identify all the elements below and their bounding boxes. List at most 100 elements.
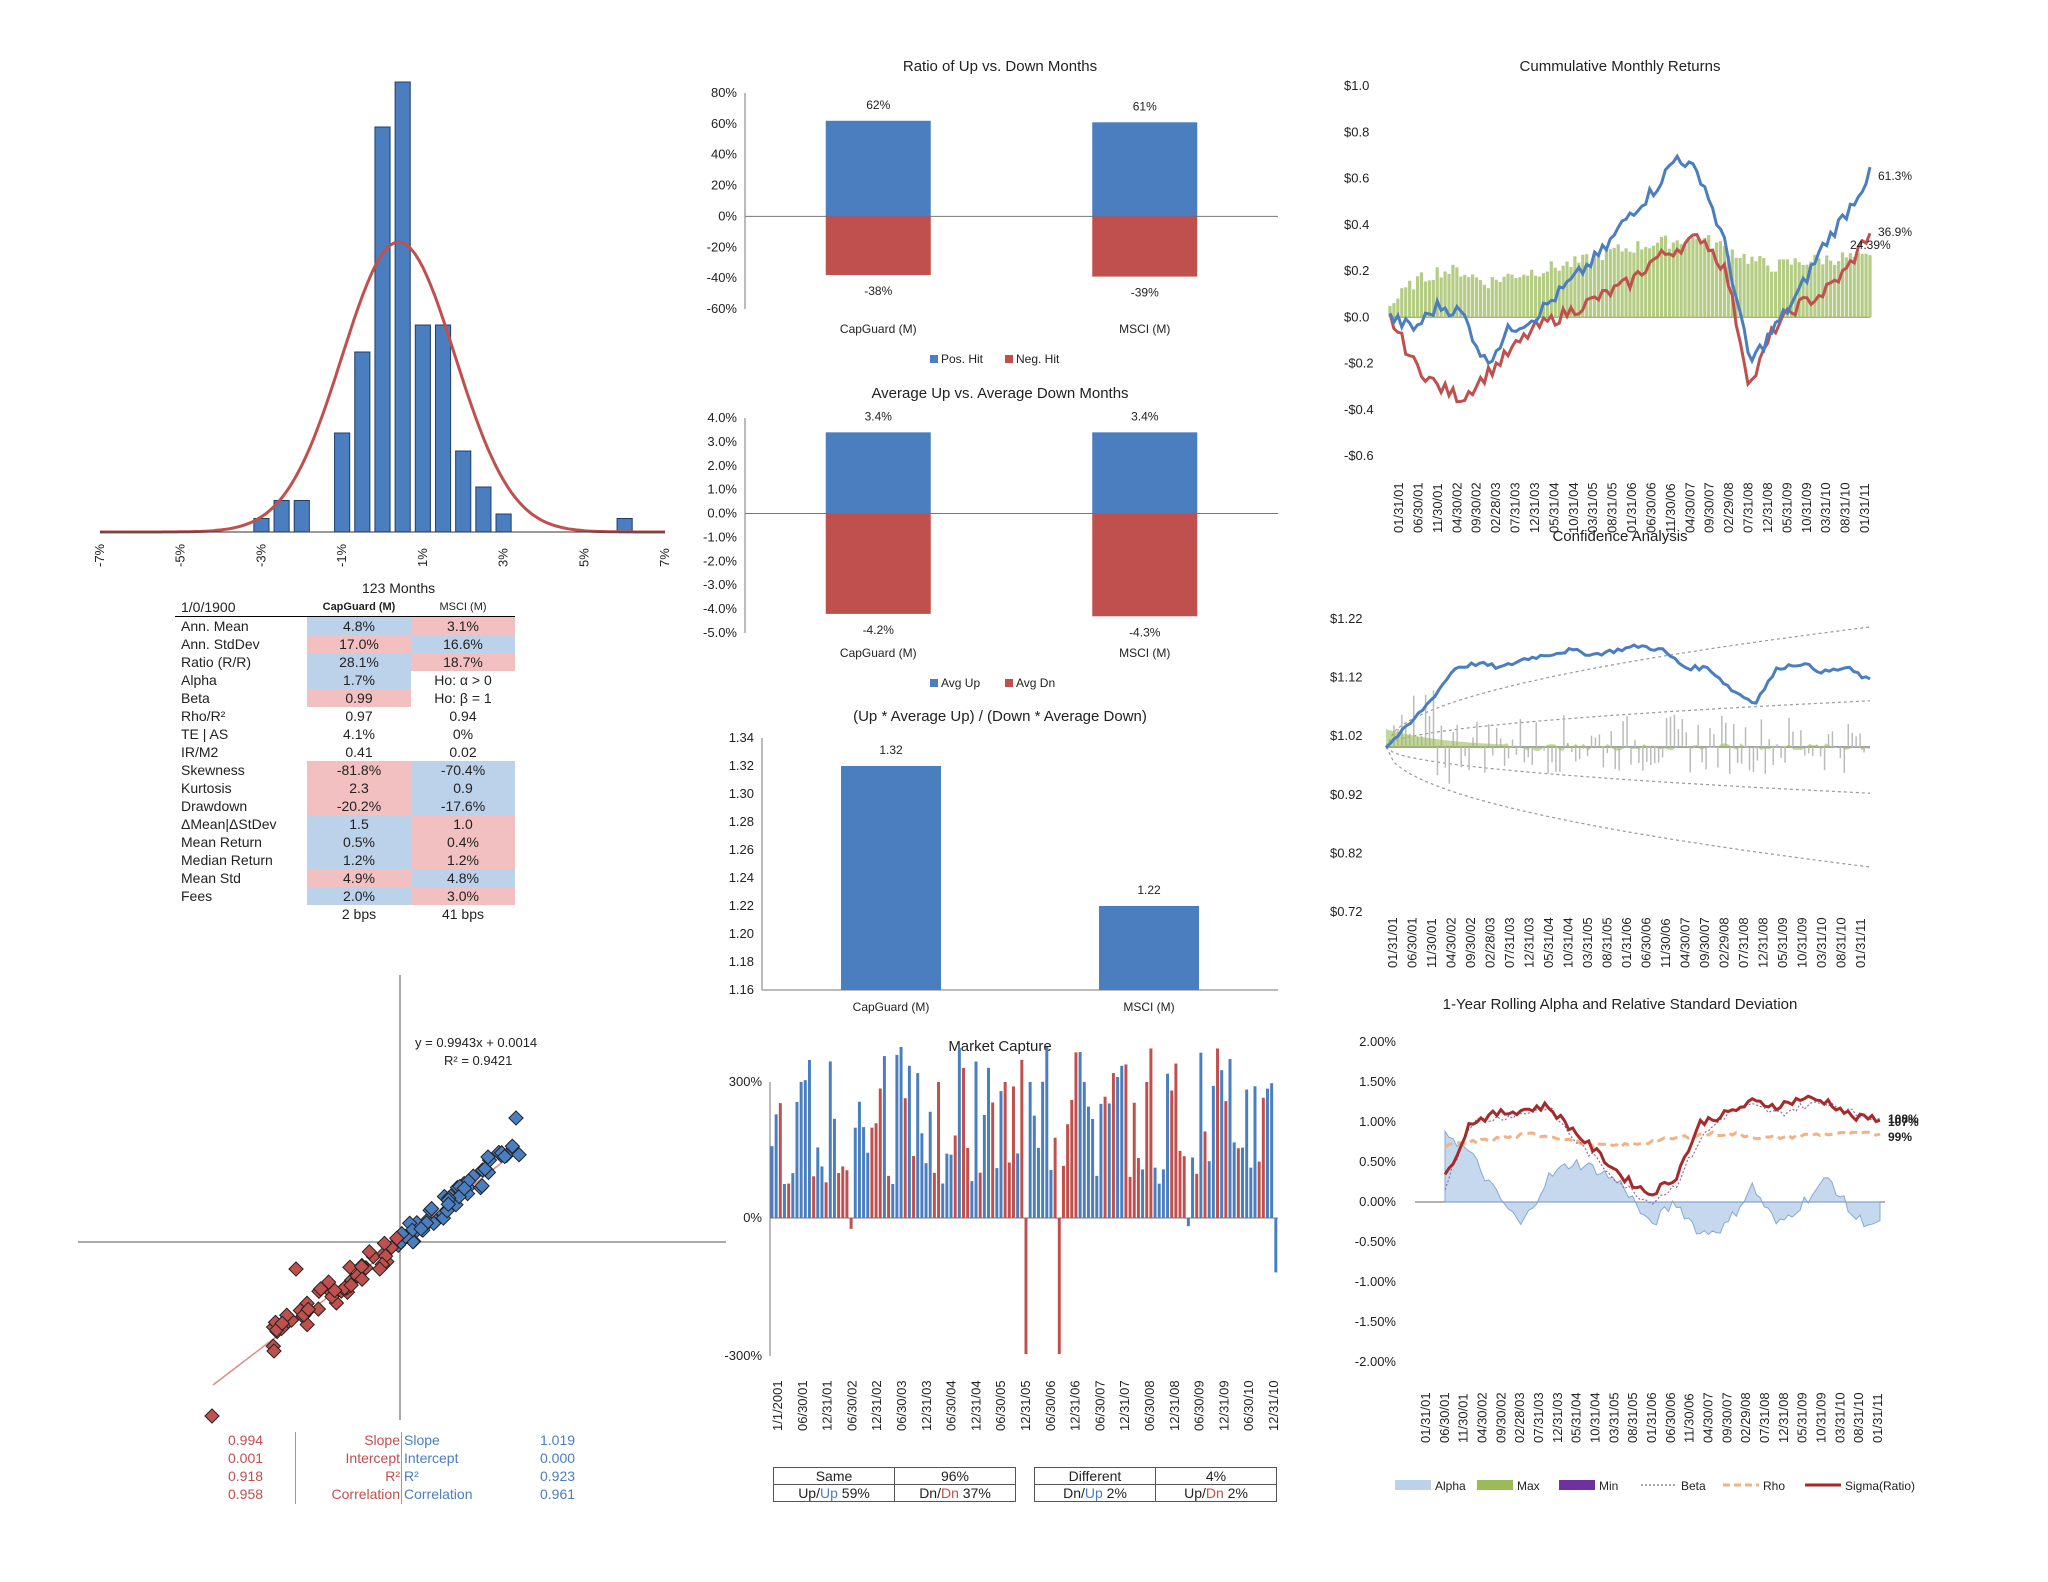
excess-bar xyxy=(1738,258,1742,318)
reg-left-value: 0.001 xyxy=(228,1450,264,1466)
stats-capguard: 0.99 xyxy=(307,689,411,707)
scatter-point xyxy=(353,1258,370,1275)
y-tick: $0.72 xyxy=(1330,904,1363,919)
x-tick: 03/31/05 xyxy=(1585,482,1600,533)
y-tick: 0% xyxy=(743,1210,762,1225)
x-tick: 11/30/06 xyxy=(1658,918,1673,968)
excess-bar xyxy=(1711,248,1715,318)
excess-bar xyxy=(1860,253,1864,318)
y-tick: $1.02 xyxy=(1330,728,1363,743)
y-tick: -5.0% xyxy=(703,625,737,640)
excess-bar xyxy=(1703,237,1707,318)
x-tick: 10/31/04 xyxy=(1561,917,1576,968)
stats-label: Alpha xyxy=(181,672,217,688)
excess-bar xyxy=(1793,258,1797,318)
excess-bar xyxy=(1498,282,1502,318)
capture-bar xyxy=(1166,1073,1170,1218)
capture-bar xyxy=(978,1172,982,1218)
stats-row: Skewness -81.8% -70.4% xyxy=(175,761,515,779)
x-tick: 12/31/03 xyxy=(1550,1392,1565,1443)
stats-capguard: 4.9% xyxy=(307,869,411,887)
excess-bar xyxy=(1494,279,1498,318)
reg-left-label: Correlation xyxy=(331,1486,400,1502)
stats-msci: 3.1% xyxy=(411,616,515,635)
capture-bar xyxy=(1020,1059,1024,1218)
end-label: 61.3% xyxy=(1878,169,1912,183)
capture-bar xyxy=(1082,1082,1086,1218)
capture-cell: Same xyxy=(773,1467,895,1485)
capture-bar xyxy=(982,1114,986,1218)
capture-bar xyxy=(1228,1059,1232,1218)
y-tick: 300% xyxy=(729,1074,763,1089)
x-tick: 12/31/03 xyxy=(919,1380,934,1431)
legend-label: Neg. Hit xyxy=(1016,352,1060,366)
chart-title: (Up * Average Up) / (Down * Average Down… xyxy=(853,708,1147,725)
capture-bar xyxy=(1107,1103,1111,1218)
x-tick: 02/28/03 xyxy=(1512,1392,1527,1443)
chart-title: 1-Year Rolling Alpha and Relative Standa… xyxy=(1443,996,1798,1013)
confidence-band xyxy=(1385,626,1871,748)
stats-table: 1/0/1900 CapGuard (M) MSCI (M) Ann. Mean 4.8… xyxy=(175,598,515,923)
excess-bar xyxy=(1750,256,1754,318)
capture-bar xyxy=(816,1147,820,1218)
bar-label: -4.2% xyxy=(863,623,895,637)
reg-right-label: Slope xyxy=(404,1432,440,1448)
excess-bar xyxy=(1699,243,1703,318)
excess-bar xyxy=(1652,245,1656,318)
y-tick: $0.8 xyxy=(1344,124,1369,139)
category-label: CapGuard (M) xyxy=(840,322,917,336)
histogram-bar xyxy=(394,81,411,533)
excess-bar xyxy=(1435,267,1439,318)
excess-bar xyxy=(1805,264,1809,318)
bar-positive xyxy=(825,120,931,217)
capture-bar xyxy=(1203,1131,1207,1218)
bar-negative xyxy=(825,216,931,276)
capture-bar xyxy=(837,1173,841,1218)
y-tick: $1.22 xyxy=(1330,611,1363,626)
scatter-point xyxy=(274,1315,290,1332)
y-tick: $0.92 xyxy=(1330,787,1363,802)
sigma-ratio-line xyxy=(1443,1094,1881,1197)
capture-cell: Different xyxy=(1034,1467,1156,1485)
excess-bar xyxy=(1616,244,1620,318)
capture-bar xyxy=(1132,1102,1136,1218)
excess-bar xyxy=(1648,248,1652,318)
excess-bar xyxy=(1589,263,1593,318)
x-tick: 02/29/08 xyxy=(1717,917,1732,968)
chart-title: Ratio of Up vs. Down Months xyxy=(903,58,1097,75)
reg-right-value: 0.000 xyxy=(540,1450,576,1466)
capture-bar xyxy=(1024,1218,1028,1354)
x-tick: 03/31/05 xyxy=(1580,917,1595,968)
end-label: 24.39% xyxy=(1850,238,1891,252)
chart-title: Confidence Analysis xyxy=(1552,528,1687,545)
excess-bar xyxy=(1443,271,1447,318)
x-tick: 06/30/04 xyxy=(944,1380,959,1431)
stats-row: Median Return 1.2% 1.2% xyxy=(175,851,515,869)
x-tick: 03/31/05 xyxy=(1606,1392,1621,1443)
capture-bar xyxy=(1061,1165,1065,1218)
x-tick: 1/1/2001 xyxy=(770,1380,785,1431)
stats-capguard: 28.1% xyxy=(307,653,411,671)
stats-label: Ratio (R/R) xyxy=(181,654,252,670)
x-tick: 10/31/04 xyxy=(1588,1392,1603,1443)
x-tick: 07/31/03 xyxy=(1508,482,1523,533)
reg-left-label: Slope xyxy=(364,1432,400,1448)
stats-capguard: 4.8% xyxy=(307,616,411,635)
category-label: MSCI (M) xyxy=(1119,322,1170,336)
excess-area xyxy=(1386,729,1870,751)
y-tick: 1.30 xyxy=(729,786,754,801)
excess-bar xyxy=(1864,253,1868,318)
x-tick: 06/30/08 xyxy=(1142,1380,1157,1431)
x-tick: 06/30/10 xyxy=(1241,1380,1256,1431)
capture-bar xyxy=(1049,1169,1053,1218)
capture-bar xyxy=(799,1082,803,1218)
excess-bar xyxy=(1459,276,1463,318)
stats-label: Mean Return xyxy=(181,834,262,850)
capture-bar xyxy=(887,1175,891,1218)
cumulative-returns-chart: Cummulative Monthly Returns $1.0 $0.8 $0.6 $… xyxy=(1344,58,1912,533)
bar xyxy=(1099,906,1199,990)
stats-msci: 0.4% xyxy=(411,833,515,851)
ratio-up-down-chart: Ratio of Up vs. Down Months 80% 60% 40% 20% 0… xyxy=(707,58,1278,366)
x-tick: 12/31/04 xyxy=(968,1380,983,1431)
x-tick: 01/31/11 xyxy=(1853,918,1868,968)
